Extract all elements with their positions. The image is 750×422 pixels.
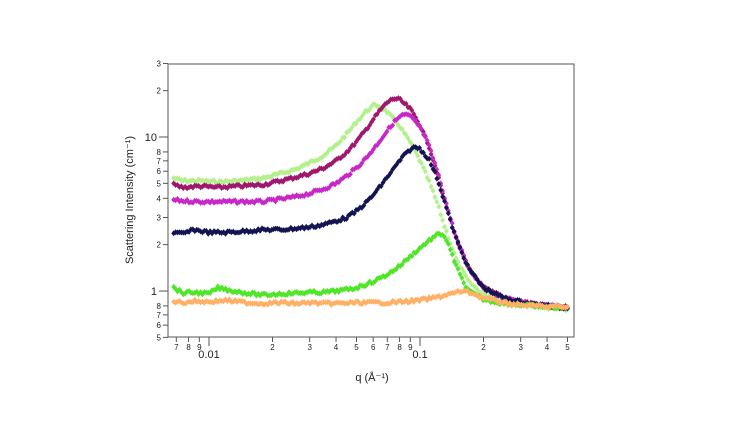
y-tick-label: 4 (157, 194, 162, 203)
x-tick-label: 3 (518, 343, 523, 352)
y-tick-label: 2 (157, 241, 162, 250)
y-major-label: 10 (145, 132, 157, 144)
x-tick-label: 8 (397, 343, 402, 352)
y-tick-label: 3 (157, 60, 162, 69)
x-tick-label: 9 (408, 343, 413, 352)
plot-frame (167, 63, 575, 338)
x-major-label: 0.01 (198, 349, 219, 361)
x-tick-label: 6 (371, 343, 376, 352)
x-tick-label: 5 (565, 343, 570, 352)
series-orange (171, 287, 570, 311)
y-tick-label: 6 (157, 321, 162, 330)
y-tick-label: 5 (157, 179, 162, 188)
y-tick-label: 8 (157, 302, 162, 311)
x-tick-label: 5 (354, 343, 359, 352)
y-tick-label: 3 (157, 214, 162, 223)
x-tick-label: 2 (270, 343, 275, 352)
x-tick-label: 2 (481, 343, 486, 352)
x-major-label: 0.1 (412, 349, 427, 361)
series-navy (171, 143, 570, 312)
y-tick-label: 2 (157, 87, 162, 96)
x-axis: 7 8 9 2 3 4 5 6 7 8 9 2 3 4 50.01 0.1 (174, 337, 570, 361)
y-tick-label: 6 (157, 167, 162, 176)
data-series (171, 95, 570, 314)
y-major-label: 1 (151, 286, 157, 298)
y-tick-label: 7 (157, 311, 162, 320)
x-tick-label: 7 (385, 343, 390, 352)
y-tick-label: 5 (157, 333, 162, 342)
y-axis-title: Scattering Intensity (cm⁻¹) (124, 136, 136, 264)
y-tick-label: 8 (157, 148, 162, 157)
x-tick-label: 7 (174, 343, 179, 352)
x-tick-label: 4 (334, 343, 339, 352)
x-axis-title: q (Å⁻¹) (355, 371, 388, 384)
x-tick-label: 8 (186, 343, 191, 352)
x-tick-label: 9 (197, 343, 202, 352)
x-tick-label: 3 (307, 343, 312, 352)
x-tick-label: 4 (545, 343, 550, 352)
y-tick-label: 7 (157, 157, 162, 166)
